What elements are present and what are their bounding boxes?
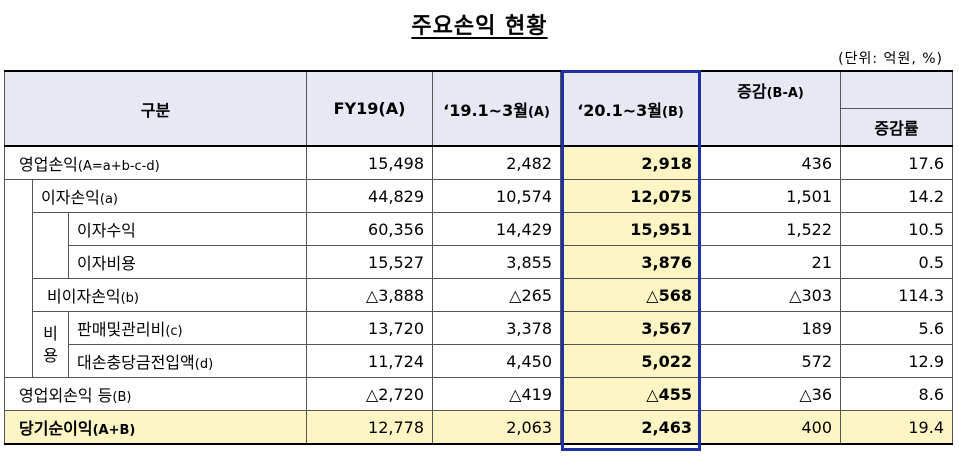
cell-q20: 3,567 [560, 311, 701, 345]
cell-q20: △568 [560, 278, 701, 312]
header-category: 구분 [4, 70, 307, 147]
cell-fy19: 60,356 [306, 212, 433, 246]
header-rate: 증감률 [840, 108, 953, 147]
cell-change: 572 [700, 344, 841, 378]
cell-q20: 2,463 [560, 410, 701, 445]
cell-fy19: △2,720 [306, 377, 433, 411]
cell-rate: 14.2 [840, 179, 953, 213]
cell-q19: 4,450 [432, 344, 561, 378]
row-label: 판매및관리비(c) [68, 311, 307, 345]
row-label: 이자손익(a) [32, 179, 307, 213]
row-label: 영업손익(A=a+b-c-d) [4, 145, 307, 180]
cell-rate: 17.6 [840, 145, 953, 180]
cell-rate: 12.9 [840, 344, 953, 378]
cell-rate: 0.5 [840, 245, 953, 279]
cell-change: 400 [700, 410, 841, 445]
cell-q20: 3,876 [560, 245, 701, 279]
cell-q20: 2,918 [560, 145, 701, 180]
header-q20: ‘20.1~3월(B) [560, 70, 701, 147]
table-row: 대손충당금전입액(d) 11,724 4,450 5,022 572 12.9 [5, 344, 953, 378]
cell-change: △303 [700, 278, 841, 312]
income-table: 구분 FY19(A) ‘19.1~3월(A) ‘20.1~3월(B) 증감(B-… [4, 70, 953, 445]
cell-fy19: 44,829 [306, 179, 433, 213]
cell-q19: △265 [432, 278, 561, 312]
cell-change: △36 [700, 377, 841, 411]
row-label: 대손충당금전입액(d) [68, 344, 307, 378]
cell-q20: △455 [560, 377, 701, 411]
cell-change: 1,501 [700, 179, 841, 213]
cell-q19: 10,574 [432, 179, 561, 213]
cell-fy19: 12,778 [306, 410, 433, 445]
cell-q20: 12,075 [560, 179, 701, 213]
page-title: 주요손익 현황 [411, 14, 548, 39]
cell-fy19: 11,724 [306, 344, 433, 378]
cell-q19: 2,482 [432, 145, 561, 180]
cell-change: 189 [700, 311, 841, 345]
cell-rate: 114.3 [840, 278, 953, 312]
cell-q19: 14,429 [432, 212, 561, 246]
cell-change: 436 [700, 145, 841, 180]
header-fy19: FY19(A) [306, 70, 433, 147]
table-row: 영업외손익 등(B) △2,720 △419 △455 △36 8.6 [4, 377, 953, 411]
cell-q19: 3,378 [432, 311, 561, 345]
row-label: 이자수익 [68, 212, 307, 246]
row-label: 비이자손익(b) [32, 278, 307, 312]
cell-fy19: 13,720 [306, 311, 433, 345]
cell-q19: △419 [432, 377, 561, 411]
cell-change: 1,522 [700, 212, 841, 246]
row-label: 당기순이익(A+B) [4, 410, 307, 445]
table-row: 이자수익 60,356 14,429 15,951 1,522 10.5 [5, 212, 953, 279]
unit-note: (단위: 억원, %) [838, 51, 943, 67]
cell-fy19: 15,498 [306, 145, 433, 180]
header-row-2: 증감률 [5, 108, 953, 147]
header-change-blank [700, 108, 841, 146]
cell-q19: 3,855 [432, 245, 561, 279]
cell-rate: 5.6 [840, 311, 953, 345]
row-label: 영업외손익 등(B) [4, 377, 307, 411]
cell-change: 21 [700, 245, 841, 279]
table-row: 이자비용 15,527 3,855 3,876 21 0.5 [5, 245, 953, 279]
cell-q20: 5,022 [560, 344, 701, 378]
indent-column-2 [32, 212, 69, 279]
table-row: 이자손익(a) 44,829 10,574 12,075 1,501 14.2 [4, 179, 953, 378]
header-q19: ‘19.1~3월(A) [432, 70, 561, 147]
cell-fy19: △3,888 [306, 278, 433, 312]
header-blank [840, 70, 953, 109]
table-row: 비이자손익(b) △3,888 △265 △568 △303 114.3 [5, 278, 953, 312]
cell-q19: 2,063 [432, 410, 561, 445]
header-change: 증감(B-A) [700, 70, 841, 109]
cell-rate: 8.6 [840, 377, 953, 411]
cell-q20: 15,951 [560, 212, 701, 246]
table-row: 영업손익(A=a+b-c-d) 15,498 2,482 2,918 436 1… [4, 145, 953, 180]
cell-rate: 10.5 [840, 212, 953, 246]
cell-fy19: 15,527 [306, 245, 433, 279]
indent-column [4, 179, 33, 378]
row-label: 이자비용 [68, 245, 307, 279]
cell-rate: 19.4 [840, 410, 953, 445]
total-row: 당기순이익(A+B) 12,778 2,063 2,463 400 19.4 [4, 410, 953, 445]
header-row: 구분 FY19(A) ‘19.1~3월(A) ‘20.1~3월(B) 증감(B-… [4, 70, 953, 147]
